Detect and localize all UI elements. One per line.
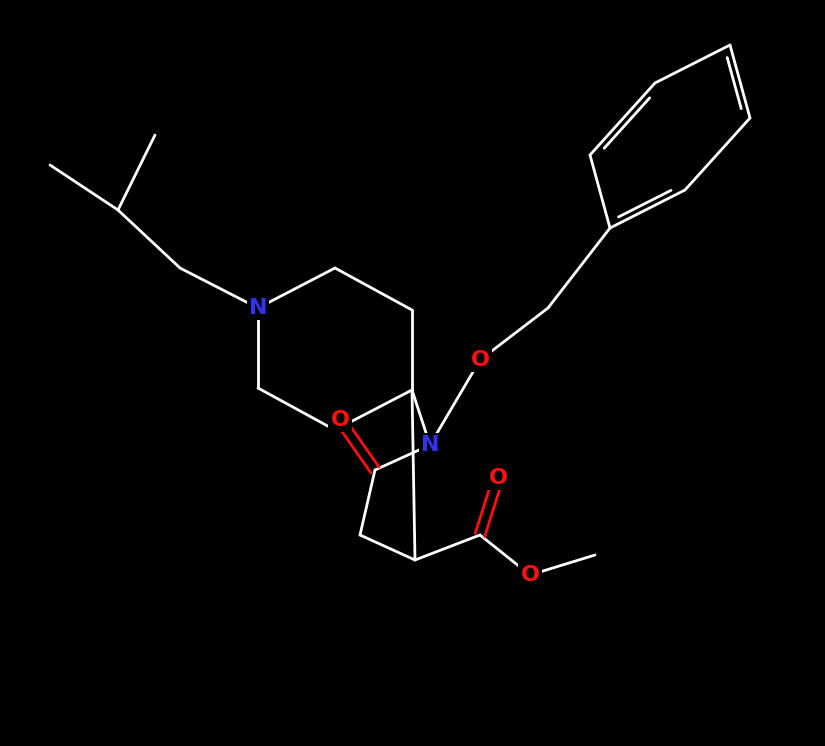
Text: O: O: [331, 410, 350, 430]
Text: O: O: [521, 565, 540, 585]
Text: N: N: [249, 298, 267, 318]
Text: N: N: [421, 435, 439, 455]
Text: O: O: [470, 350, 489, 370]
Text: O: O: [488, 468, 507, 488]
